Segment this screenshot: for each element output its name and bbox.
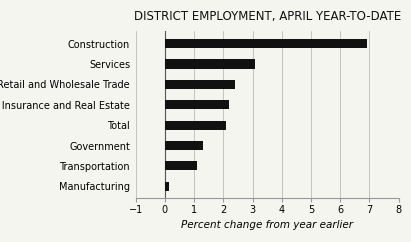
Bar xyxy=(165,60,256,68)
Bar xyxy=(165,182,169,191)
X-axis label: Percent change from year earlier: Percent change from year earlier xyxy=(181,219,353,230)
Bar xyxy=(165,80,235,89)
Title: DISTRICT EMPLOYMENT, APRIL YEAR-TO-DATE: DISTRICT EMPLOYMENT, APRIL YEAR-TO-DATE xyxy=(134,10,401,23)
Bar xyxy=(165,100,229,109)
Bar xyxy=(165,39,367,48)
Bar xyxy=(165,141,203,150)
Bar xyxy=(165,121,226,130)
Bar xyxy=(165,161,197,170)
